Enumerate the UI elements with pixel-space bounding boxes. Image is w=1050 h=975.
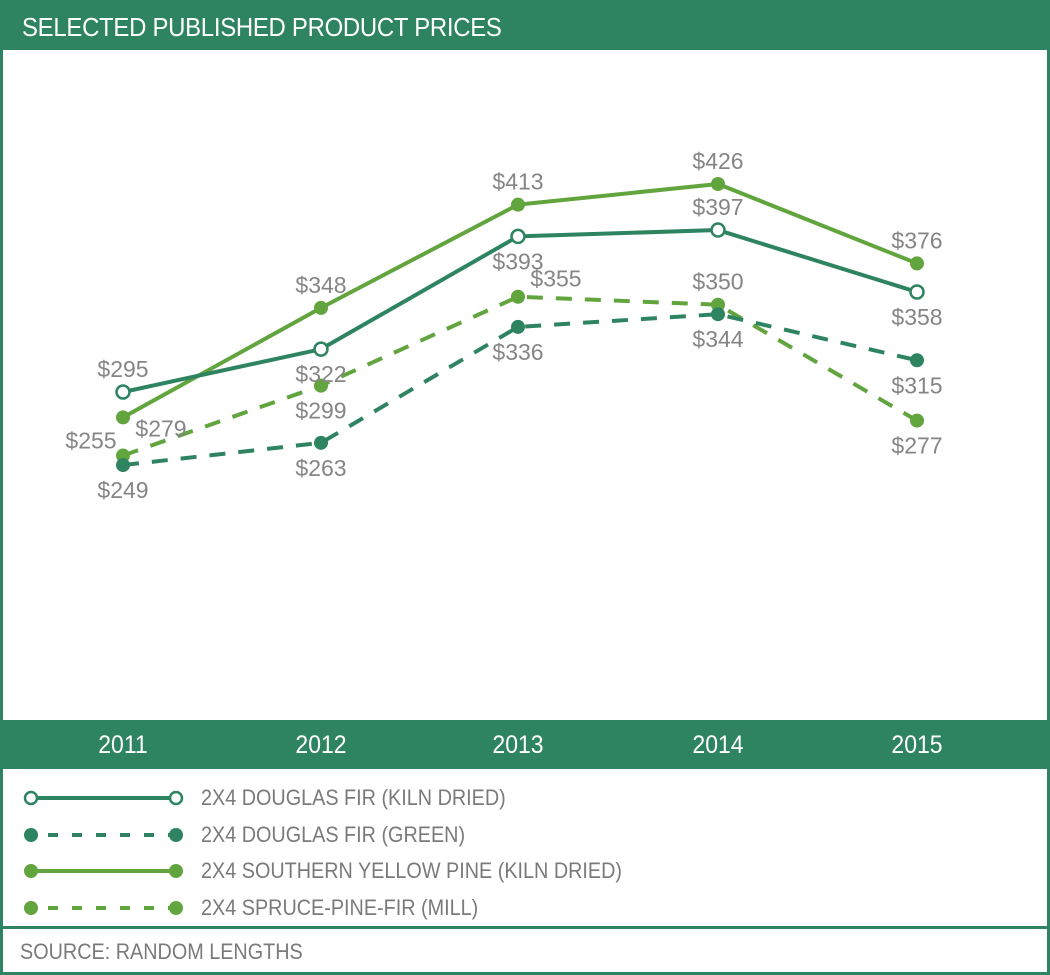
line-chart: $295 $322 $393 $397 $358 $249 $263 $336 $344 $315… [65,148,942,503]
data-point [314,378,328,393]
plot-area [0,50,1050,720]
data-label: $358 [891,304,942,330]
legend-marker [24,827,38,842]
legend-swatch [24,900,183,915]
data-point [909,284,925,300]
data-label: $249 [97,477,148,503]
series-line [122,312,918,468]
data-label: $344 [692,326,743,352]
data-point [314,300,328,315]
data-label: $376 [891,227,942,253]
data-point [910,413,924,428]
title-bar: SELECTED PUBLISHED PRODUCT PRICES [0,0,1050,50]
data-point [313,341,329,357]
data-label: $279 [135,415,186,441]
legend-marker [169,864,183,878]
legend-item: 2X4 SPRUCE-PINE-FIR (MILL) [21,893,921,923]
legend-label: 2X4 SOUTHERN YELLOW PINE (KILN DRIED) [201,858,623,883]
legend-marker [23,790,39,806]
data-label: $336 [492,339,543,365]
data-point [910,353,924,368]
data-point [116,410,130,425]
data-point [116,458,130,473]
x-tick-label: 2011 [98,731,148,759]
legend-swatch [24,864,183,878]
data-point [511,289,525,304]
series-2x4-spruce-pine-fir-mill [116,289,924,463]
data-point [710,222,726,238]
series-2x4-douglas-fir-kiln-dried [115,222,925,400]
data-label: $355 [530,266,581,292]
series-2x4-douglas-fir-green [116,307,924,473]
data-point [711,177,725,191]
data-point [314,435,328,450]
data-label: $295 [97,356,148,382]
series-line [122,294,919,458]
chart-title: SELECTED PUBLISHED PRODUCT PRICES [22,12,502,42]
data-point [910,256,924,271]
series-2x4-southern-yellow-pine-kiln-dried [116,177,924,425]
legend-marker [169,900,183,915]
data-label: $413 [492,169,543,195]
legend-label: 2X4 DOUGLAS FIR (GREEN) [201,821,466,847]
source-text: SOURCE: RANDOM LENGTHS [20,939,303,964]
legend-item: 2X4 DOUGLAS FIR (GREEN) [21,820,921,850]
legend-marker [169,827,183,842]
data-point [711,307,725,322]
x-tick-label: 2012 [295,731,347,759]
source-box: SOURCE: RANDOM LENGTHS [0,926,1050,975]
data-label: $263 [295,455,346,481]
x-tick-label: 2013 [492,731,544,759]
legend: 2X4 DOUGLAS FIR (KILN DRIED) 2X4 DOUGLAS … [0,769,1050,926]
data-label: $348 [295,272,346,298]
data-label: $426 [692,148,743,174]
legend-item: 2X4 DOUGLAS FIR (KILN DRIED) [21,783,921,813]
legend-swatch [24,827,183,842]
legend-label: 2X4 SPRUCE-PINE-FIR (MILL) [201,894,479,920]
legend-label: 2X4 DOUGLAS FIR (KILN DRIED) [201,785,506,810]
data-label: $315 [891,372,942,398]
legend-marker [24,864,38,878]
data-label: $255 [65,428,116,454]
data-label: $393 [492,248,543,274]
x-tick-label: 2015 [891,731,943,759]
data-label: $299 [295,398,346,424]
x-tick-label: 2014 [692,731,744,759]
legend-swatch [23,790,184,806]
data-point [115,384,131,400]
data-point [511,319,525,334]
legend-item: 2X4 SOUTHERN YELLOW PINE (KILN DRIED) [21,856,921,886]
data-label: $397 [692,194,743,220]
data-label: $322 [295,361,346,387]
legend-marker [168,790,184,806]
data-label: $350 [692,269,743,295]
data-point [511,197,525,212]
x-axis-bar: 2011 2012 2013 2014 2015 [0,720,1050,769]
legend-marker [24,900,38,915]
data-point [510,228,526,245]
data-label: $277 [891,433,942,459]
